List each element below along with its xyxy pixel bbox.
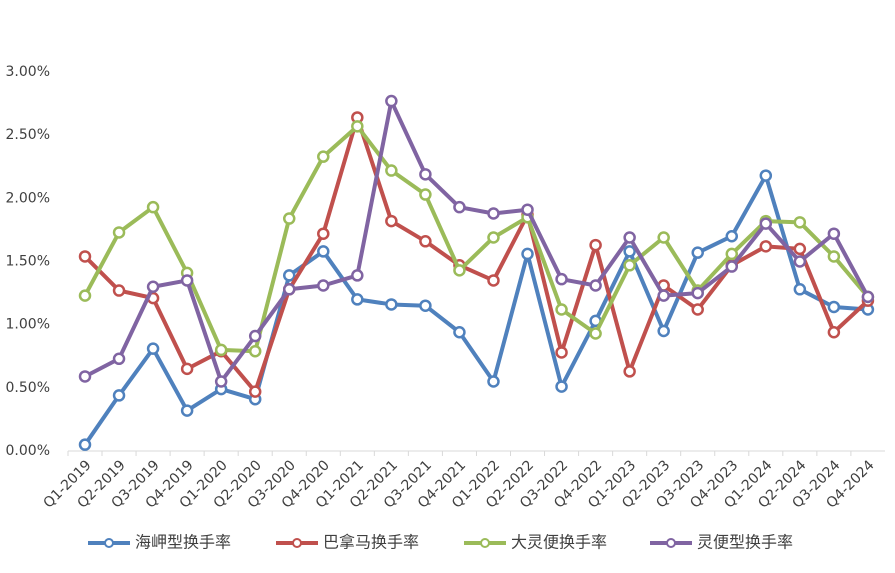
- point: [78, 438, 92, 451]
- point: [793, 216, 807, 229]
- point: [180, 362, 194, 376]
- point: [657, 231, 670, 244]
- point: [827, 227, 841, 240]
- legend-label: 海岬型换手率: [135, 533, 231, 552]
- point: [623, 231, 636, 244]
- point: [793, 242, 807, 256]
- point: [112, 226, 126, 239]
- point: [691, 303, 704, 316]
- point: [78, 289, 92, 302]
- point: [555, 380, 568, 393]
- point: [385, 298, 398, 311]
- point: [112, 389, 126, 402]
- y-tick-label: 2.50%: [6, 127, 50, 143]
- point: [248, 329, 262, 343]
- point: [112, 352, 126, 366]
- point: [487, 375, 500, 388]
- point: [248, 385, 262, 398]
- point: [861, 290, 875, 304]
- point: [487, 274, 500, 287]
- point: [146, 280, 160, 294]
- y-tick-label: 2.00%: [6, 190, 50, 206]
- legend-label: 巴拿马换手率: [323, 533, 419, 552]
- point: [419, 299, 432, 312]
- point: [317, 150, 330, 163]
- legend: 海岬型换手率 巴拿马换手率 大灵便换手率 灵便型换手率: [88, 533, 793, 552]
- point: [282, 283, 296, 296]
- series-line: [83, 124, 870, 354]
- point: [691, 246, 704, 259]
- point: [555, 303, 568, 316]
- point: [759, 240, 773, 253]
- point: [589, 279, 602, 292]
- legend-label: 大灵便换手率: [511, 533, 607, 552]
- point: [589, 238, 602, 252]
- point: [317, 279, 330, 292]
- point: [555, 272, 568, 286]
- legend-label: 灵便型换手率: [697, 533, 793, 552]
- y-tick-label: 0.00%: [6, 443, 50, 459]
- point: [725, 247, 739, 261]
- point: [214, 343, 228, 357]
- point: [691, 286, 704, 300]
- point: [419, 188, 432, 201]
- point: [385, 214, 398, 228]
- legend-marker: [292, 538, 302, 548]
- point: [146, 200, 160, 214]
- legend-marker: [480, 538, 490, 548]
- y-tick-label: 3.00%: [6, 64, 50, 80]
- point: [385, 164, 398, 177]
- point: [385, 94, 398, 108]
- point: [180, 274, 194, 287]
- point: [487, 207, 500, 220]
- point: [657, 289, 670, 302]
- point: [78, 370, 92, 383]
- y-tick-label: 1.50%: [6, 254, 50, 270]
- series-line: [83, 173, 869, 446]
- point: [827, 325, 841, 339]
- point: [725, 260, 739, 273]
- point: [759, 217, 773, 230]
- point: [827, 250, 841, 263]
- point: [112, 284, 126, 297]
- point: [419, 168, 432, 181]
- point: [78, 250, 92, 263]
- point: [453, 264, 466, 277]
- point: [317, 227, 330, 240]
- point: [282, 212, 296, 225]
- point: [146, 342, 160, 355]
- point: [282, 269, 296, 282]
- point: [351, 293, 364, 306]
- series-line: [84, 99, 870, 384]
- point: [419, 235, 432, 248]
- point: [453, 200, 466, 214]
- point: [487, 231, 500, 244]
- point: [827, 300, 841, 314]
- point: [793, 255, 807, 268]
- legend-marker: [104, 538, 114, 548]
- point: [657, 324, 670, 338]
- point: [351, 269, 364, 282]
- point: [623, 245, 636, 258]
- point: [180, 404, 194, 417]
- point: [521, 203, 534, 216]
- point: [725, 229, 739, 243]
- point: [759, 169, 773, 182]
- point: [317, 245, 330, 258]
- point: [589, 327, 602, 340]
- legend-marker: [666, 538, 676, 548]
- y-tick-label: 0.50%: [6, 380, 50, 396]
- point: [623, 365, 636, 378]
- point: [214, 375, 228, 388]
- point: [453, 325, 466, 339]
- y-tick-label: 1.00%: [6, 317, 50, 333]
- point: [248, 344, 262, 358]
- point: [793, 283, 807, 296]
- point: [521, 247, 534, 261]
- point: [623, 259, 636, 272]
- point: [351, 120, 364, 133]
- point: [555, 346, 568, 359]
